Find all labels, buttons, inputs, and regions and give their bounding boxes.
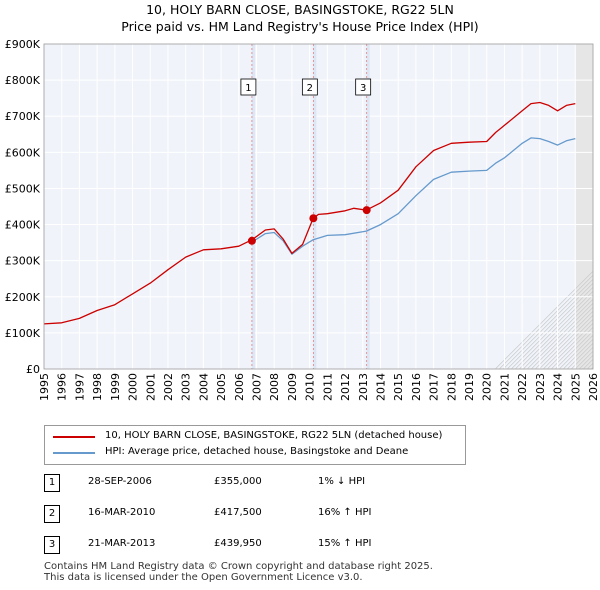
sale-number-label: 2 [307,83,313,94]
x-tick-label: 2024 [552,373,565,401]
transaction-date: 28-SEP-2006 [88,476,152,487]
transaction-price: £439,950 [214,538,262,549]
legend: 10, HOLY BARN CLOSE, BASINGSTOKE, RG22 5… [44,425,466,465]
footer-license: This data is licensed under the Open Gov… [44,572,363,583]
transaction-date: 16-MAR-2010 [88,507,156,518]
transaction-hpi: 15% ↑ HPI [318,538,372,549]
x-tick-label: 2018 [445,373,458,401]
x-tick-label: 1998 [91,373,104,401]
top-mask [575,0,600,44]
y-tick-label: £300K [5,255,41,268]
sale-point [309,214,318,223]
x-tick-label: 2019 [463,373,476,401]
chart-title: 10, HOLY BARN CLOSE, BASINGSTOKE, RG22 5… [146,2,454,17]
x-tick-label: 2003 [180,373,193,401]
x-tick-label: 1999 [109,373,122,401]
x-tick-label: 2012 [339,373,352,401]
x-tick-label: 2011 [321,373,334,401]
forecast-hatch-line [495,263,600,370]
plot-frame [43,43,594,370]
x-tick-label: 2020 [481,373,494,401]
transaction-hpi: 1% ↓ HPI [318,476,366,487]
sale-band [313,44,317,369]
legend-swatch-hpi [53,452,95,454]
chart-area: £0 £100K £200K £300K £400K £500K £600K £700K £80… [4,0,600,401]
y-tick-label: £700K [5,110,41,123]
x-tick-label: 2010 [304,373,317,401]
transaction-badge: 1 [44,474,60,492]
forecast-hatch-line [531,299,600,370]
forecast-hatch-line [535,303,600,370]
x-tick-label: 1996 [56,373,69,401]
x-tick-label: 2002 [162,373,175,401]
x-tick-label: 2025 [569,373,582,401]
transaction-badge: 3 [44,536,60,554]
x-tick-label: 2014 [374,373,387,401]
y-tick-label: £400K [5,219,41,232]
x-tick-label: 2005 [215,373,228,401]
x-tick-label: 2013 [357,373,370,401]
transaction-hpi: 16% ↑ HPI [318,507,372,518]
series-line [251,137,576,255]
forecast-hatch-line [519,287,600,370]
x-tick-label: 2017 [428,373,441,401]
forecast-hatch-line [507,275,600,370]
forecast-hatch-line [527,295,600,370]
legend-label-property: 10, HOLY BARN CLOSE, BASINGSTOKE, RG22 5… [105,430,443,441]
footer-copyright: Contains HM Land Registry data © Crown c… [44,561,433,572]
chart-subtitle: Price paid vs. HM Land Registry's House … [121,19,479,34]
y-tick-label: £100K [5,327,41,340]
right-mask [593,43,600,370]
y-tick-label: £500K [5,182,41,195]
forecast-hatch-line [515,283,600,370]
y-tick-label: £600K [5,146,41,159]
x-tick-label: 2021 [498,373,511,401]
x-tick-label: 2026 [587,373,600,401]
y-tick-label: £800K [5,74,41,87]
x-tick-label: 2000 [127,373,140,401]
y-tick-label: £0 [26,363,40,376]
x-tick-label: 2001 [144,373,157,401]
y-tick-label: £200K [5,291,41,304]
transaction-badge: 2 [44,505,60,523]
sale-number-label: 1 [245,83,251,94]
x-tick-label: 2009 [286,373,299,401]
legend-label-hpi: HPI: Average price, detached house, Basi… [105,446,409,457]
x-tick-label: 1997 [73,373,86,401]
x-tick-label: 2016 [410,373,423,401]
sale-point [362,206,371,215]
series-line [43,101,576,325]
x-tick-label: 1995 [38,373,51,401]
sale-number-label: 3 [360,83,366,94]
transaction-price: £417,500 [214,507,262,518]
y-tick-label: £900K [5,38,41,51]
sale-number-box [355,78,372,96]
x-tick-label: 2007 [251,373,264,401]
transaction-price: £355,000 [214,476,262,487]
sale-number-box [240,78,257,96]
x-tick-label: 2023 [534,373,547,401]
forecast-hatch-line [499,267,600,370]
x-tick-label: 2008 [268,373,281,401]
x-tick-label: 2015 [392,373,405,401]
sale-point [247,236,256,245]
forecast-hatch-line [511,279,600,370]
sale-number-box [301,78,318,96]
legend-swatch-property [53,436,95,438]
forecast-hatch-line [523,291,600,370]
x-tick-label: 2004 [197,373,210,401]
x-tick-label: 2022 [516,373,529,401]
transaction-date: 21-MAR-2013 [88,538,156,549]
x-tick-label: 2006 [233,373,246,401]
sale-band [251,44,255,369]
plot-background [44,44,593,369]
